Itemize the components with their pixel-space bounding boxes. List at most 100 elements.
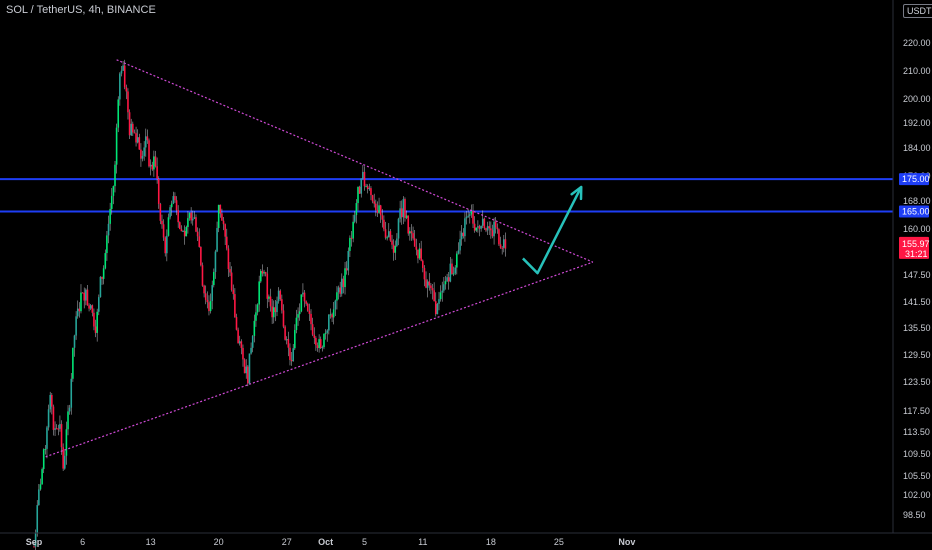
candle-body	[263, 271, 265, 274]
candle-body	[392, 244, 395, 253]
projection-arrow-path[interactable]	[522, 186, 583, 275]
candle-body	[200, 246, 202, 266]
candle-body	[122, 65, 124, 71]
candle-body	[397, 218, 400, 239]
candle-body	[310, 313, 312, 325]
candle-body	[154, 156, 157, 167]
candle-body	[418, 248, 421, 259]
price-axis[interactable]: 220.00210.00200.00192.00184.00176.00168.…	[903, 38, 931, 520]
candle-body	[123, 65, 126, 88]
candle-body	[151, 164, 154, 170]
time-tick-label: 5	[362, 537, 367, 547]
currency-unit-button[interactable]: USDT	[903, 4, 932, 18]
candle-body	[203, 285, 205, 294]
candle-body	[319, 339, 322, 348]
price-tick-label: 135.50	[903, 323, 931, 333]
candle-body	[389, 231, 392, 241]
candle-body	[148, 140, 150, 167]
candle-body	[125, 87, 128, 92]
candle-body	[444, 281, 447, 285]
time-axis[interactable]: Sep 6 13 20 27 Oct 5 11 18 25 Nov	[26, 537, 636, 547]
price-tick-label: 123.50	[903, 377, 931, 387]
candle-body	[198, 236, 201, 247]
candle-body	[415, 246, 418, 250]
candle-body	[305, 301, 307, 304]
candle-body	[311, 324, 314, 335]
price-tick-label: 109.50	[903, 449, 931, 459]
candle-body	[332, 309, 335, 318]
candle-body	[138, 137, 141, 150]
candle-body	[447, 277, 450, 282]
candle-body	[443, 284, 445, 291]
candle-body	[328, 314, 330, 331]
candle-body	[250, 347, 252, 354]
trendline-lower[interactable]	[45, 261, 594, 458]
candle-body	[91, 305, 94, 313]
time-tick-label: Oct	[318, 537, 333, 547]
candle-body	[140, 149, 142, 159]
candle-body	[175, 200, 178, 211]
candle-body	[360, 178, 363, 194]
candle-body	[106, 235, 108, 254]
candle-body	[420, 248, 422, 261]
candle-body	[373, 201, 375, 204]
candle-body	[42, 449, 45, 470]
candle-body	[399, 208, 401, 219]
candle-body	[357, 186, 359, 204]
candle-body	[362, 171, 364, 179]
candle-body	[115, 127, 118, 165]
candle-body	[298, 311, 301, 315]
candle-body	[277, 290, 280, 302]
candle-body	[284, 326, 286, 340]
candle-body	[213, 271, 215, 286]
candle-body	[478, 226, 481, 229]
candle-body	[161, 220, 163, 225]
price-tick-label: 129.50	[903, 350, 931, 360]
candle-body	[295, 317, 298, 331]
candle-body	[169, 207, 171, 218]
candle-body	[245, 366, 248, 374]
candle-body	[68, 407, 71, 412]
candle-body	[404, 199, 406, 218]
candle-body	[256, 304, 259, 313]
candle-body	[80, 292, 82, 312]
candle-body	[164, 237, 167, 254]
candle-body	[83, 292, 86, 301]
candle-body	[255, 312, 257, 321]
candle-body	[146, 136, 149, 141]
candle-body	[104, 253, 107, 269]
candle-body	[483, 218, 486, 229]
projection-arrow-head	[570, 185, 583, 201]
candle-body	[376, 209, 379, 213]
candle-body	[441, 290, 444, 293]
candle-body	[316, 345, 319, 349]
candle-body	[119, 73, 121, 100]
candle-body	[190, 212, 192, 221]
candle-body	[462, 232, 465, 237]
candle-body	[86, 289, 89, 306]
candle-body	[225, 236, 228, 249]
candle-body	[363, 171, 366, 187]
time-tick-label: 13	[146, 537, 156, 547]
candle-body	[439, 292, 442, 300]
current-price-label: 155.97	[902, 239, 930, 249]
price-tick-label: 184.00	[903, 143, 931, 153]
candle-body	[488, 226, 491, 229]
candle-body	[54, 428, 56, 430]
candle-body	[342, 278, 345, 288]
candle-body	[315, 337, 317, 346]
time-tick-label: 18	[486, 537, 496, 547]
candle-body	[287, 339, 290, 348]
candle-body	[76, 308, 79, 317]
candle-body	[98, 297, 100, 312]
candle-body	[379, 205, 382, 216]
candle-body	[62, 447, 64, 469]
candle-body	[378, 205, 380, 213]
candle-body	[261, 270, 264, 274]
candle-body	[274, 307, 277, 313]
candle-body	[44, 448, 47, 450]
candle-body	[46, 427, 48, 449]
candle-body	[93, 312, 95, 327]
